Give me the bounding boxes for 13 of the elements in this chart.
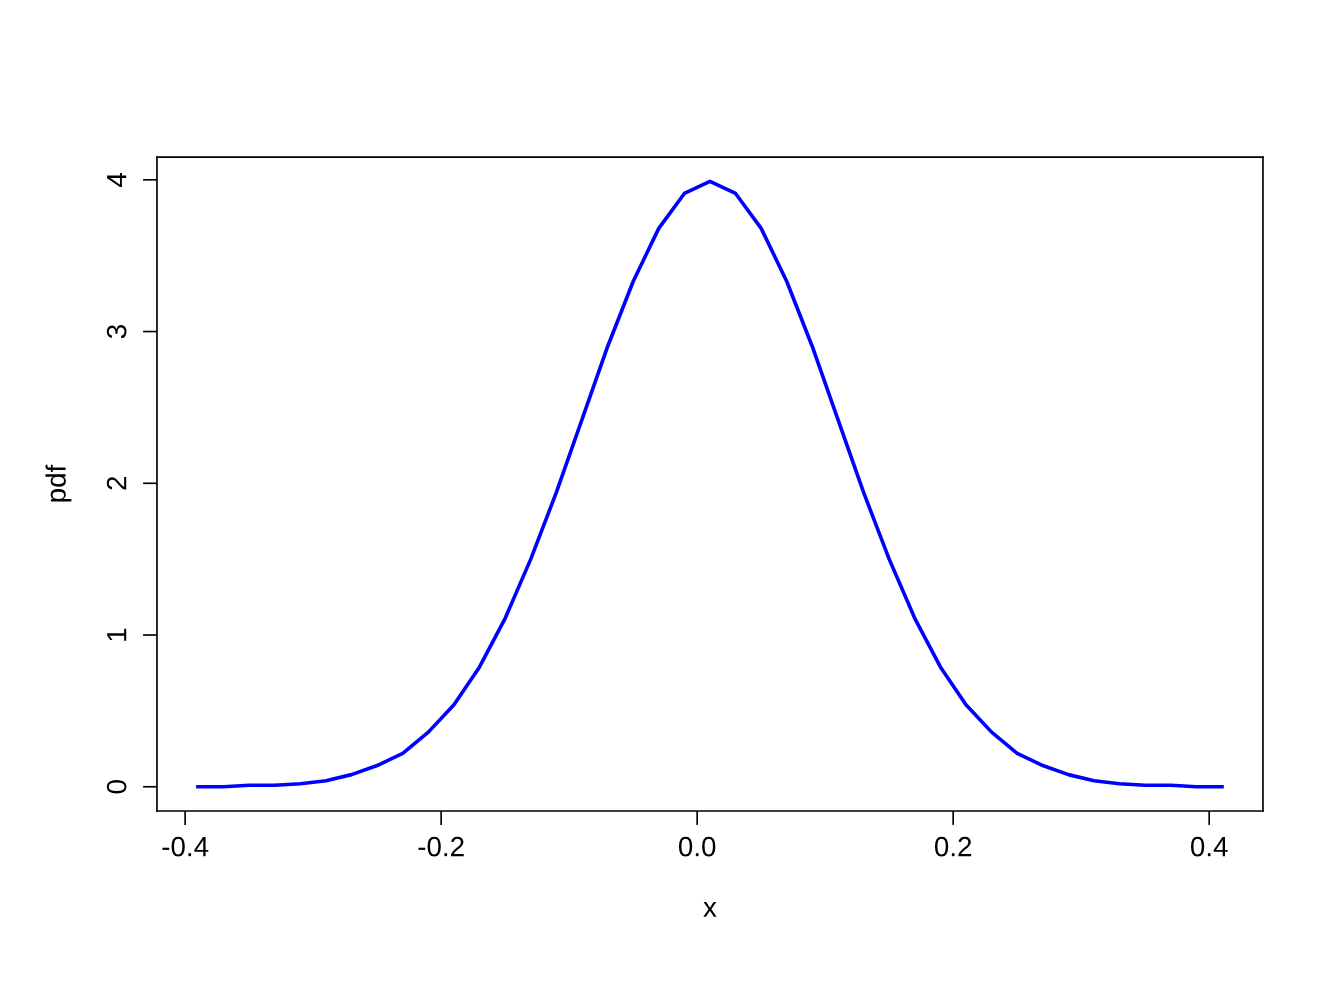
x-tick-label: 0.2	[934, 836, 972, 857]
y-axis-title: pdf	[45, 464, 72, 502]
line-series	[196, 179, 1224, 789]
y-tick-label: 4	[107, 172, 127, 187]
x-tick-label: 0.0	[678, 836, 716, 857]
y-tick-label: 1	[107, 628, 127, 641]
x-axis-title: x	[703, 902, 717, 917]
y-tick-label: 2	[106, 476, 127, 490]
y-tick-label: 3	[106, 325, 127, 339]
x-tick-label: 0.4	[1190, 836, 1228, 857]
y-tick-label: 0	[106, 780, 127, 794]
x-tick-label: -0.4	[162, 836, 209, 857]
x-tick-label: -0.2	[418, 836, 464, 857]
